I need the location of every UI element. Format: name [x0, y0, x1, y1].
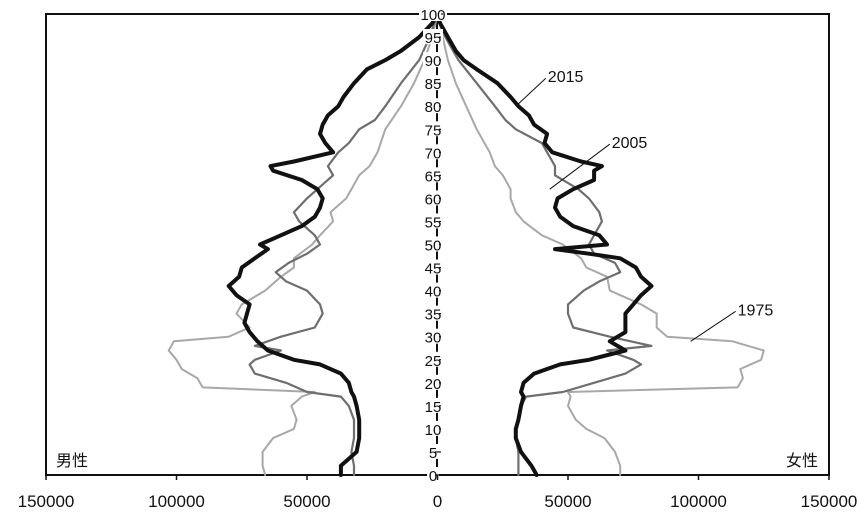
- age-tick-label: 95: [425, 30, 442, 47]
- age-tick-backing: [419, 6, 447, 21]
- age-tick-label: 15: [425, 399, 442, 416]
- population-tick-labels: 150000 100000 50000 0 50000 100000 150000: [18, 475, 858, 511]
- population-tick-label: 150000: [18, 492, 75, 511]
- age-tick-label: 10: [425, 422, 442, 439]
- age-tick-label: 30: [425, 330, 442, 347]
- age-tick-backing: [423, 420, 443, 436]
- age-tick-label: 50: [425, 238, 442, 255]
- age-tick-backing: [423, 282, 443, 298]
- series-line-2005-female: [436, 12, 653, 477]
- age-tick-label: 25: [425, 353, 442, 370]
- age-tick-backing: [423, 167, 443, 183]
- female-label: 女性: [786, 451, 818, 470]
- age-tick-backing: [427, 467, 439, 482]
- annotation-leader-2015: [515, 77, 547, 107]
- age-tick-backing: [423, 397, 443, 413]
- age-tick-label: 45: [425, 261, 442, 278]
- population-tick-label: 100000: [148, 492, 205, 511]
- age-tick-label: 85: [425, 76, 442, 93]
- age-tick-label: 0: [429, 468, 437, 485]
- age-tick-label: 60: [425, 191, 442, 208]
- series-line-2015-male: [226, 12, 440, 477]
- age-tick-label: 80: [425, 99, 442, 116]
- population-tick-label: 50000: [283, 492, 330, 511]
- age-tick-backing: [423, 75, 443, 91]
- age-tick-label: 65: [425, 168, 442, 185]
- series-line-2005-male: [248, 12, 439, 477]
- annotation-leader-1975: [690, 310, 736, 342]
- age-tick-label: 70: [425, 145, 442, 162]
- age-tick-backing: [423, 98, 443, 114]
- age-tick-label: 100: [420, 7, 445, 24]
- age-tick-backing: [427, 443, 439, 459]
- population-tick-label: 150000: [801, 492, 858, 511]
- annotation-label-2015: 2015: [548, 69, 584, 86]
- age-tick-label: 55: [425, 214, 442, 231]
- age-tick-backing: [423, 374, 443, 390]
- age-tick-labels: 0 5 10 15 20 25 30 35 40 45 50 55 60 65 70 75 80 85 90 95 10…: [419, 6, 447, 485]
- annotation-label-2005: 2005: [612, 135, 648, 152]
- male-label: 男性: [56, 452, 88, 470]
- age-tick-label: 75: [425, 122, 442, 139]
- series-line-1975-female: [436, 13, 765, 476]
- age-tick-backing: [423, 236, 443, 252]
- age-tick-backing: [423, 121, 443, 137]
- population-tick-label: 100000: [670, 492, 727, 511]
- annotation-label-1975: 1975: [738, 302, 774, 319]
- series-line-2015-female: [435, 12, 654, 477]
- age-tick-label: 90: [425, 53, 442, 70]
- age-tick-backing: [423, 190, 443, 206]
- age-tick-backing: [423, 259, 443, 275]
- age-tick-label: 35: [425, 307, 442, 324]
- series-annotations: 2015 2005 1975: [515, 69, 774, 342]
- age-tick-backing: [423, 351, 443, 367]
- population-tick-label: 0: [433, 492, 442, 511]
- annotation-leader-2005: [549, 143, 611, 190]
- age-tick-backing: [423, 52, 443, 68]
- age-tick-backing: [423, 328, 443, 344]
- series-line-1975-male: [167, 13, 439, 476]
- age-tick-backing: [423, 305, 443, 321]
- age-tick-label: 5: [429, 445, 437, 462]
- age-tick-backing: [423, 213, 443, 229]
- age-tick-label: 40: [425, 284, 442, 301]
- series-lines: [167, 12, 765, 477]
- age-tick-label: 20: [425, 376, 442, 393]
- age-tick-backing: [423, 29, 443, 45]
- age-tick-backing: [423, 144, 443, 160]
- population-tick-label: 50000: [544, 492, 591, 511]
